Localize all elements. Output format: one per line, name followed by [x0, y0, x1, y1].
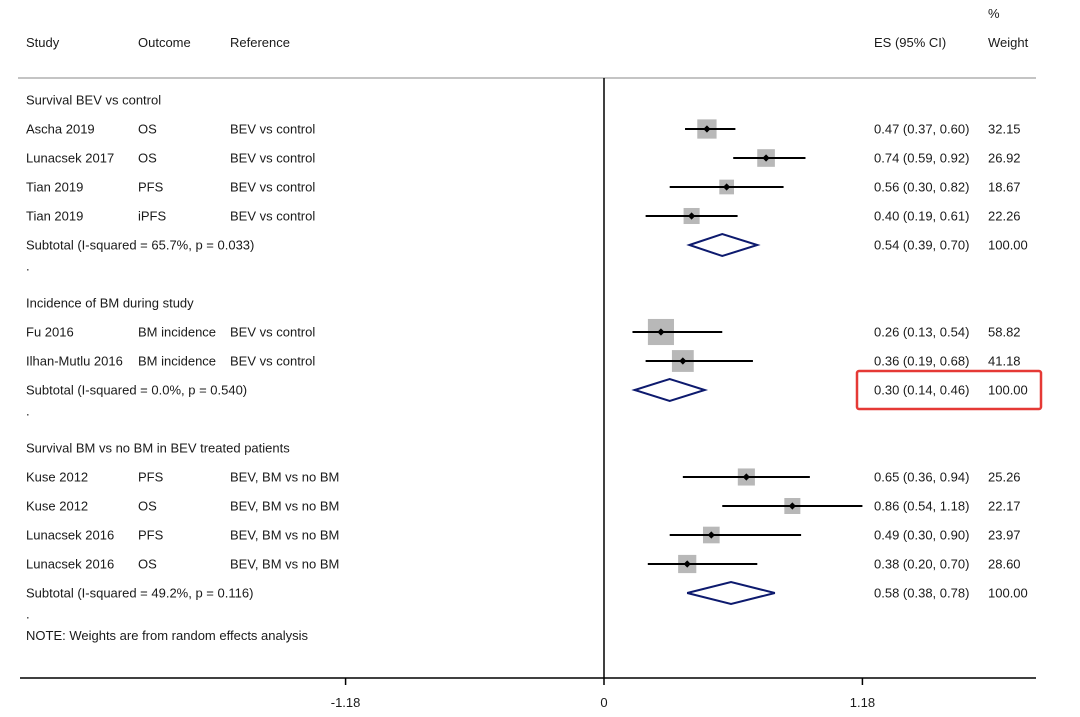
study-name: Kuse 2012 [26, 470, 88, 485]
subtotal-weight: 100.00 [988, 586, 1028, 601]
point-estimate [742, 473, 750, 481]
study-outcome: OS [138, 499, 157, 514]
point-estimate [679, 357, 687, 365]
study-es-ci: 0.36 (0.19, 0.68) [874, 354, 969, 369]
study-outcome: PFS [138, 180, 164, 195]
study-name: Lunacsek 2016 [26, 557, 114, 572]
study-weight: 28.60 [988, 557, 1021, 572]
subtotal-weight: 100.00 [988, 383, 1028, 398]
point-estimate [707, 531, 715, 539]
study-outcome: OS [138, 557, 157, 572]
point-estimate [723, 183, 731, 191]
study-name: Fu 2016 [26, 325, 74, 340]
study-weight: 32.15 [988, 122, 1021, 137]
subtotal-es-ci: 0.54 (0.39, 0.70) [874, 238, 969, 253]
plot-marks [603, 78, 1043, 678]
subtotal-es-ci: 0.30 (0.14, 0.46) [874, 383, 969, 398]
study-es-ci: 0.49 (0.30, 0.90) [874, 528, 969, 543]
column-headers: Study Outcome Reference ES (95% CI) % We… [26, 6, 1029, 50]
study-es-ci: 0.86 (0.54, 1.18) [874, 499, 969, 514]
study-name: Ascha 2019 [26, 122, 95, 137]
study-reference: BEV vs control [230, 180, 315, 195]
subtotal-diamond [686, 580, 776, 606]
point-estimate [657, 328, 665, 336]
study-weight: 22.26 [988, 209, 1021, 224]
header-es: ES (95% CI) [874, 35, 946, 50]
study-outcome: PFS [138, 528, 164, 543]
row-separator-dot: . [26, 404, 30, 419]
study-name: Kuse 2012 [26, 499, 88, 514]
study-outcome: OS [138, 122, 157, 137]
study-outcome: BM incidence [138, 354, 216, 369]
x-tick-label: 1.18 [850, 695, 875, 710]
row-separator-dot: . [26, 607, 30, 622]
study-es-ci: 0.56 (0.30, 0.82) [874, 180, 969, 195]
study-weight: 41.18 [988, 354, 1021, 369]
x-axis: -1.18 0 1.18 [20, 677, 1036, 710]
study-es-ci: 0.65 (0.36, 0.94) [874, 470, 969, 485]
subtotal-diamond [686, 232, 761, 258]
study-reference: BEV, BM vs no BM [230, 557, 339, 572]
study-reference: BEV vs control [230, 122, 315, 137]
study-weight: 23.97 [988, 528, 1021, 543]
study-es-ci: 0.40 (0.19, 0.61) [874, 209, 969, 224]
subtotal-weight: 100.00 [988, 238, 1028, 253]
header-study: Study [26, 35, 60, 50]
subtotal-es-ci: 0.58 (0.38, 0.78) [874, 586, 969, 601]
group-title: Survival BM vs no BM in BEV treated pati… [26, 441, 290, 456]
study-reference: BEV, BM vs no BM [230, 528, 339, 543]
study-reference: BEV, BM vs no BM [230, 470, 339, 485]
study-name: Tian 2019 [26, 180, 83, 195]
header-reference: Reference [230, 35, 290, 50]
x-tick-label: 0 [600, 695, 607, 710]
study-outcome: OS [138, 151, 157, 166]
row-separator-dot: . [26, 259, 30, 274]
header-weight: Weight [988, 35, 1029, 50]
study-es-ci: 0.74 (0.59, 0.92) [874, 151, 969, 166]
subtotal-diamond [631, 377, 709, 403]
footnote: NOTE: Weights are from random effects an… [26, 628, 309, 643]
study-name: Lunacsek 2016 [26, 528, 114, 543]
header-weight-percent: % [988, 6, 1000, 21]
study-reference: BEV vs control [230, 354, 315, 369]
group-title: Survival BEV vs control [26, 93, 161, 108]
subtotal-label: Subtotal (I-squared = 0.0%, p = 0.540) [26, 383, 247, 398]
group-title: Incidence of BM during study [26, 296, 194, 311]
highlight-box [855, 369, 1043, 411]
study-es-ci: 0.47 (0.37, 0.60) [874, 122, 969, 137]
study-weight: 26.92 [988, 151, 1021, 166]
point-estimate [683, 560, 691, 568]
header-outcome: Outcome [138, 35, 191, 50]
subtotal-label: Subtotal (I-squared = 65.7%, p = 0.033) [26, 238, 254, 253]
study-weight: 25.26 [988, 470, 1021, 485]
study-es-ci: 0.38 (0.20, 0.70) [874, 557, 969, 572]
rows: Survival BEV vs control Ascha 2019 OS BEV v… [26, 93, 1028, 622]
study-weight: 58.82 [988, 325, 1021, 340]
subtotal-label: Subtotal (I-squared = 49.2%, p = 0.116) [26, 586, 253, 601]
study-reference: BEV vs control [230, 209, 315, 224]
study-reference: BEV, BM vs no BM [230, 499, 339, 514]
study-name: Lunacsek 2017 [26, 151, 114, 166]
study-es-ci: 0.26 (0.13, 0.54) [874, 325, 969, 340]
study-reference: BEV vs control [230, 325, 315, 340]
point-estimate [762, 154, 770, 162]
study-name: Ilhan-Mutlu 2016 [26, 354, 123, 369]
point-estimate [703, 125, 711, 133]
study-weight: 18.67 [988, 180, 1021, 195]
study-reference: BEV vs control [230, 151, 315, 166]
study-outcome: PFS [138, 470, 164, 485]
x-tick-label: -1.18 [331, 695, 361, 710]
study-name: Tian 2019 [26, 209, 83, 224]
study-weight: 22.17 [988, 499, 1021, 514]
study-outcome: BM incidence [138, 325, 216, 340]
study-outcome: iPFS [138, 209, 167, 224]
point-estimate [688, 212, 696, 220]
point-estimate [788, 502, 796, 510]
